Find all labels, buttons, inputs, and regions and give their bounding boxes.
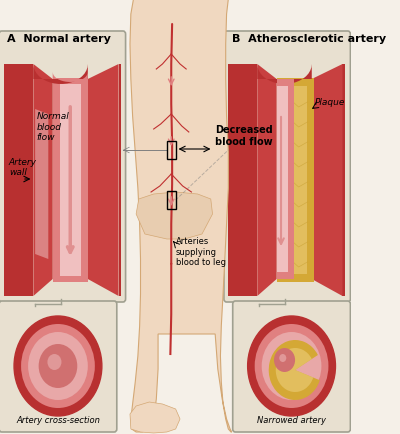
Circle shape — [21, 324, 95, 408]
Polygon shape — [277, 80, 294, 279]
Circle shape — [262, 332, 322, 400]
Polygon shape — [228, 65, 257, 296]
Polygon shape — [342, 65, 345, 296]
Polygon shape — [33, 65, 53, 296]
Polygon shape — [136, 193, 212, 240]
Circle shape — [279, 354, 286, 362]
Polygon shape — [130, 0, 232, 432]
Polygon shape — [130, 402, 180, 433]
Circle shape — [14, 316, 102, 416]
Polygon shape — [53, 73, 88, 83]
Polygon shape — [257, 65, 312, 85]
Text: Arteries
supplying
blood to leg: Arteries supplying blood to leg — [176, 237, 226, 266]
Polygon shape — [33, 65, 88, 85]
Polygon shape — [53, 79, 88, 283]
Polygon shape — [277, 87, 288, 273]
Circle shape — [48, 354, 62, 370]
Polygon shape — [4, 65, 33, 296]
Polygon shape — [257, 65, 277, 296]
Text: B  Atherosclerotic artery: B Atherosclerotic artery — [232, 34, 386, 44]
FancyBboxPatch shape — [0, 301, 117, 432]
Text: Narrowed artery: Narrowed artery — [257, 415, 326, 424]
Wedge shape — [269, 340, 320, 400]
Text: Artery
wall: Artery wall — [9, 157, 37, 177]
Polygon shape — [277, 79, 314, 283]
Circle shape — [255, 324, 328, 408]
Circle shape — [28, 332, 88, 400]
Bar — [167, 141, 176, 160]
Bar — [167, 191, 176, 210]
Wedge shape — [276, 348, 313, 392]
Polygon shape — [35, 110, 48, 260]
Polygon shape — [281, 87, 307, 274]
Circle shape — [248, 316, 336, 416]
Text: Plaque: Plaque — [314, 98, 345, 107]
FancyBboxPatch shape — [0, 32, 126, 302]
Polygon shape — [88, 65, 118, 296]
Polygon shape — [312, 65, 342, 296]
Circle shape — [274, 348, 295, 372]
Text: A  Normal artery: A Normal artery — [7, 34, 111, 44]
FancyBboxPatch shape — [224, 32, 350, 302]
Text: Normal
blood
flow: Normal blood flow — [37, 112, 70, 141]
FancyBboxPatch shape — [233, 301, 350, 432]
Text: Artery cross-section: Artery cross-section — [16, 415, 100, 424]
Polygon shape — [118, 65, 121, 296]
Text: Decreased
blood flow: Decreased blood flow — [215, 125, 273, 147]
Circle shape — [39, 344, 77, 388]
Polygon shape — [60, 85, 81, 276]
